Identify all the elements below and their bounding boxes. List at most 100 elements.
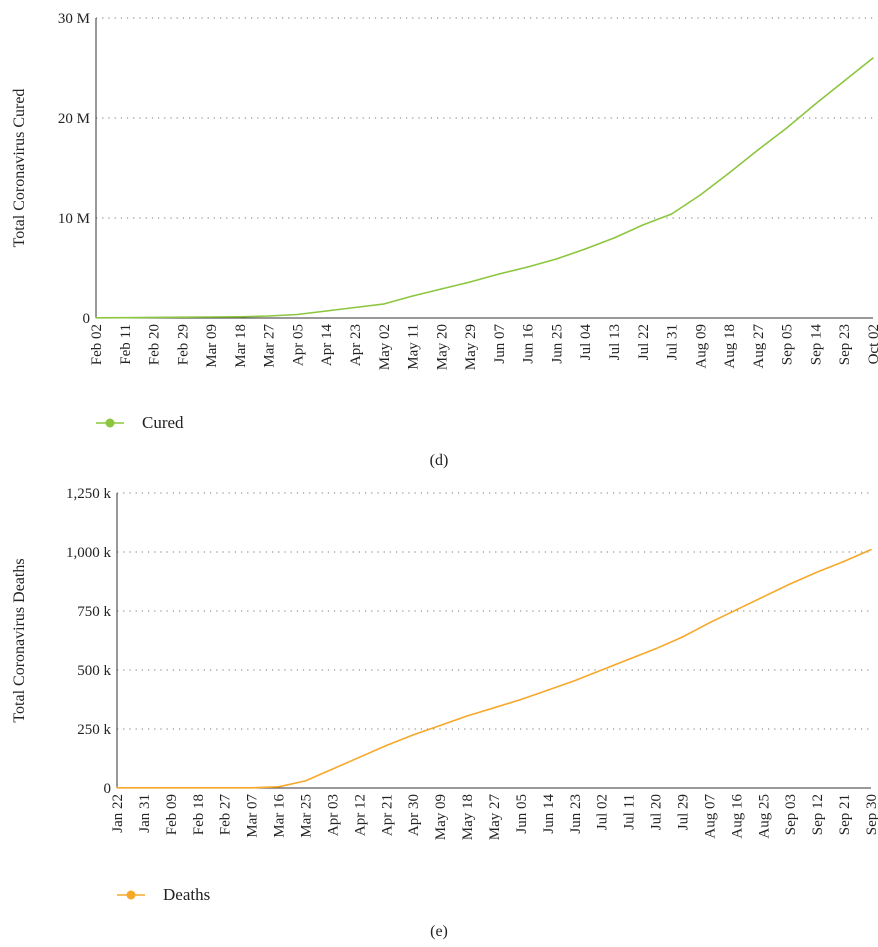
cured-xtick-label: May 02: [377, 324, 393, 370]
deaths-xtick-label: Feb 18: [191, 794, 207, 835]
cured-data-point: [498, 273, 500, 275]
cured-xtick-label: Jun 16: [521, 324, 537, 364]
cured-data-point: [872, 57, 874, 59]
deaths-xtick-label: Aug 16: [729, 794, 745, 839]
deaths-xtick-label: Sep 03: [783, 794, 799, 835]
cured-data-point: [757, 149, 759, 151]
deaths-xtick-label: Sep 12: [810, 794, 826, 835]
deaths-data-point: [654, 647, 657, 650]
cured-data-point: [382, 303, 385, 305]
deaths-ytick-label: 0: [104, 781, 112, 797]
cured-y-axis-title: Total Coronavirus Cured: [11, 89, 28, 248]
deaths-ytick-label: 1,000 k: [66, 545, 112, 561]
deaths-data-point: [385, 744, 388, 747]
cured-data-point: [210, 316, 212, 318]
cured-chart: 0 10 M 20 M 30 M Total Coronavirus Cured Feb …: [11, 11, 878, 469]
cured-xtick-label: May 11: [406, 324, 422, 370]
deaths-xtick-label: Jun 23: [568, 794, 584, 834]
cured-xtick-label: Feb 11: [118, 324, 134, 365]
cured-xtick-label: Aug 18: [722, 324, 738, 369]
cured-xtick-label: Jul 04: [578, 324, 594, 361]
deaths-xtick-label: May 27: [487, 794, 503, 841]
cured-xtick-label: Aug 27: [751, 324, 767, 369]
cured-xtick-label: Sep 05: [780, 324, 796, 365]
cured-data-point: [325, 310, 328, 312]
cured-legend-marker: [105, 418, 115, 428]
deaths-xtick-label: Jun 05: [514, 794, 530, 834]
cured-xtick-label: Jul 13: [607, 324, 623, 360]
cured-data-point: [239, 316, 241, 318]
cured-ytick-label: 10 M: [58, 211, 90, 227]
deaths-data-point: [600, 669, 603, 671]
deaths-data-point: [277, 786, 280, 788]
cured-xtick-label: Feb 29: [175, 324, 191, 365]
deaths-xtick-label: Mar 25: [299, 794, 315, 838]
deaths-data-point: [223, 786, 226, 789]
cured-data-point: [641, 224, 644, 226]
deaths-data-point: [196, 786, 199, 789]
deaths-data-point: [466, 715, 468, 717]
deaths-data-point: [304, 780, 307, 782]
cured-ytick-label: 0: [83, 311, 91, 327]
deaths-data-point: [170, 786, 172, 789]
deaths-data-point: [627, 658, 630, 661]
deaths-caption: (e): [430, 923, 448, 940]
deaths-xtick-label: May 09: [433, 794, 449, 840]
cured-xtick-label: Jun 25: [549, 324, 565, 364]
deaths-data-point: [870, 548, 872, 551]
deaths-data-point: [789, 583, 792, 585]
deaths-data-point: [520, 698, 522, 701]
cured-data-point: [699, 194, 702, 196]
deaths-xtick-label: Aug 25: [756, 794, 772, 839]
deaths-data-point: [250, 786, 253, 789]
cured-xtick-label: Jul 22: [636, 324, 652, 360]
deaths-xtick-label: Apr 21: [379, 794, 395, 836]
deaths-data-point: [412, 734, 415, 736]
deaths-data-point: [331, 768, 334, 770]
deaths-y-axis-title: Total Coronavirus Deaths: [11, 558, 28, 722]
deaths-data-point: [143, 786, 145, 789]
cured-xtick-label: Apr 05: [290, 324, 306, 366]
cured-xtick-label: Feb 20: [147, 324, 163, 365]
cured-data-point: [354, 306, 356, 309]
deaths-data-point: [439, 724, 441, 727]
cured-data-point: [440, 288, 443, 290]
deaths-xtick-label: Mar 07: [245, 794, 261, 838]
cured-series-line: [95, 57, 874, 319]
deaths-data-point: [681, 636, 684, 638]
deaths-xtick-label: Sep 21: [837, 794, 853, 835]
deaths-data-point: [573, 679, 576, 682]
cured-xtick-label: Sep 14: [808, 324, 824, 366]
deaths-data-point: [816, 571, 818, 573]
cured-data-point: [411, 295, 414, 297]
deaths-legend-marker: [126, 890, 136, 900]
deaths-xtick-label: Jan 31: [137, 794, 153, 833]
cured-data-point: [814, 103, 817, 105]
deaths-ytick-label: 250 k: [77, 722, 111, 738]
deaths-xtick-label: Apr 12: [352, 794, 368, 836]
deaths-xtick-label: Mar 16: [272, 794, 288, 838]
cured-data-point: [670, 213, 673, 215]
cured-xtick-label: Mar 18: [233, 324, 249, 368]
deaths-xtick-label: May 18: [460, 794, 476, 840]
deaths-data-point: [493, 706, 495, 709]
deaths-xtick-label: Apr 30: [406, 794, 422, 836]
deaths-xtick-label: Feb 09: [164, 794, 180, 835]
cured-data-point: [95, 317, 97, 319]
cured-caption: (d): [430, 452, 449, 469]
deaths-xtick-label: Jul 02: [595, 794, 611, 830]
deaths-xtick-label: Aug 07: [702, 794, 718, 839]
deaths-data-point: [762, 596, 765, 598]
cured-xtick-label: Jun 07: [492, 324, 508, 364]
cured-xtick-label: Mar 09: [204, 324, 220, 368]
deaths-data-point: [547, 689, 549, 691]
cured-ytick-label: 30 M: [58, 11, 90, 27]
deaths-ytick-label: 500 k: [77, 663, 111, 679]
cured-xtick-label: Apr 23: [348, 324, 364, 366]
deaths-xtick-label: Apr 03: [325, 794, 341, 836]
cured-data-point: [123, 316, 126, 319]
cured-data-point: [526, 266, 529, 268]
cured-xtick-label: May 29: [463, 324, 479, 370]
cured-data-point: [296, 313, 299, 316]
